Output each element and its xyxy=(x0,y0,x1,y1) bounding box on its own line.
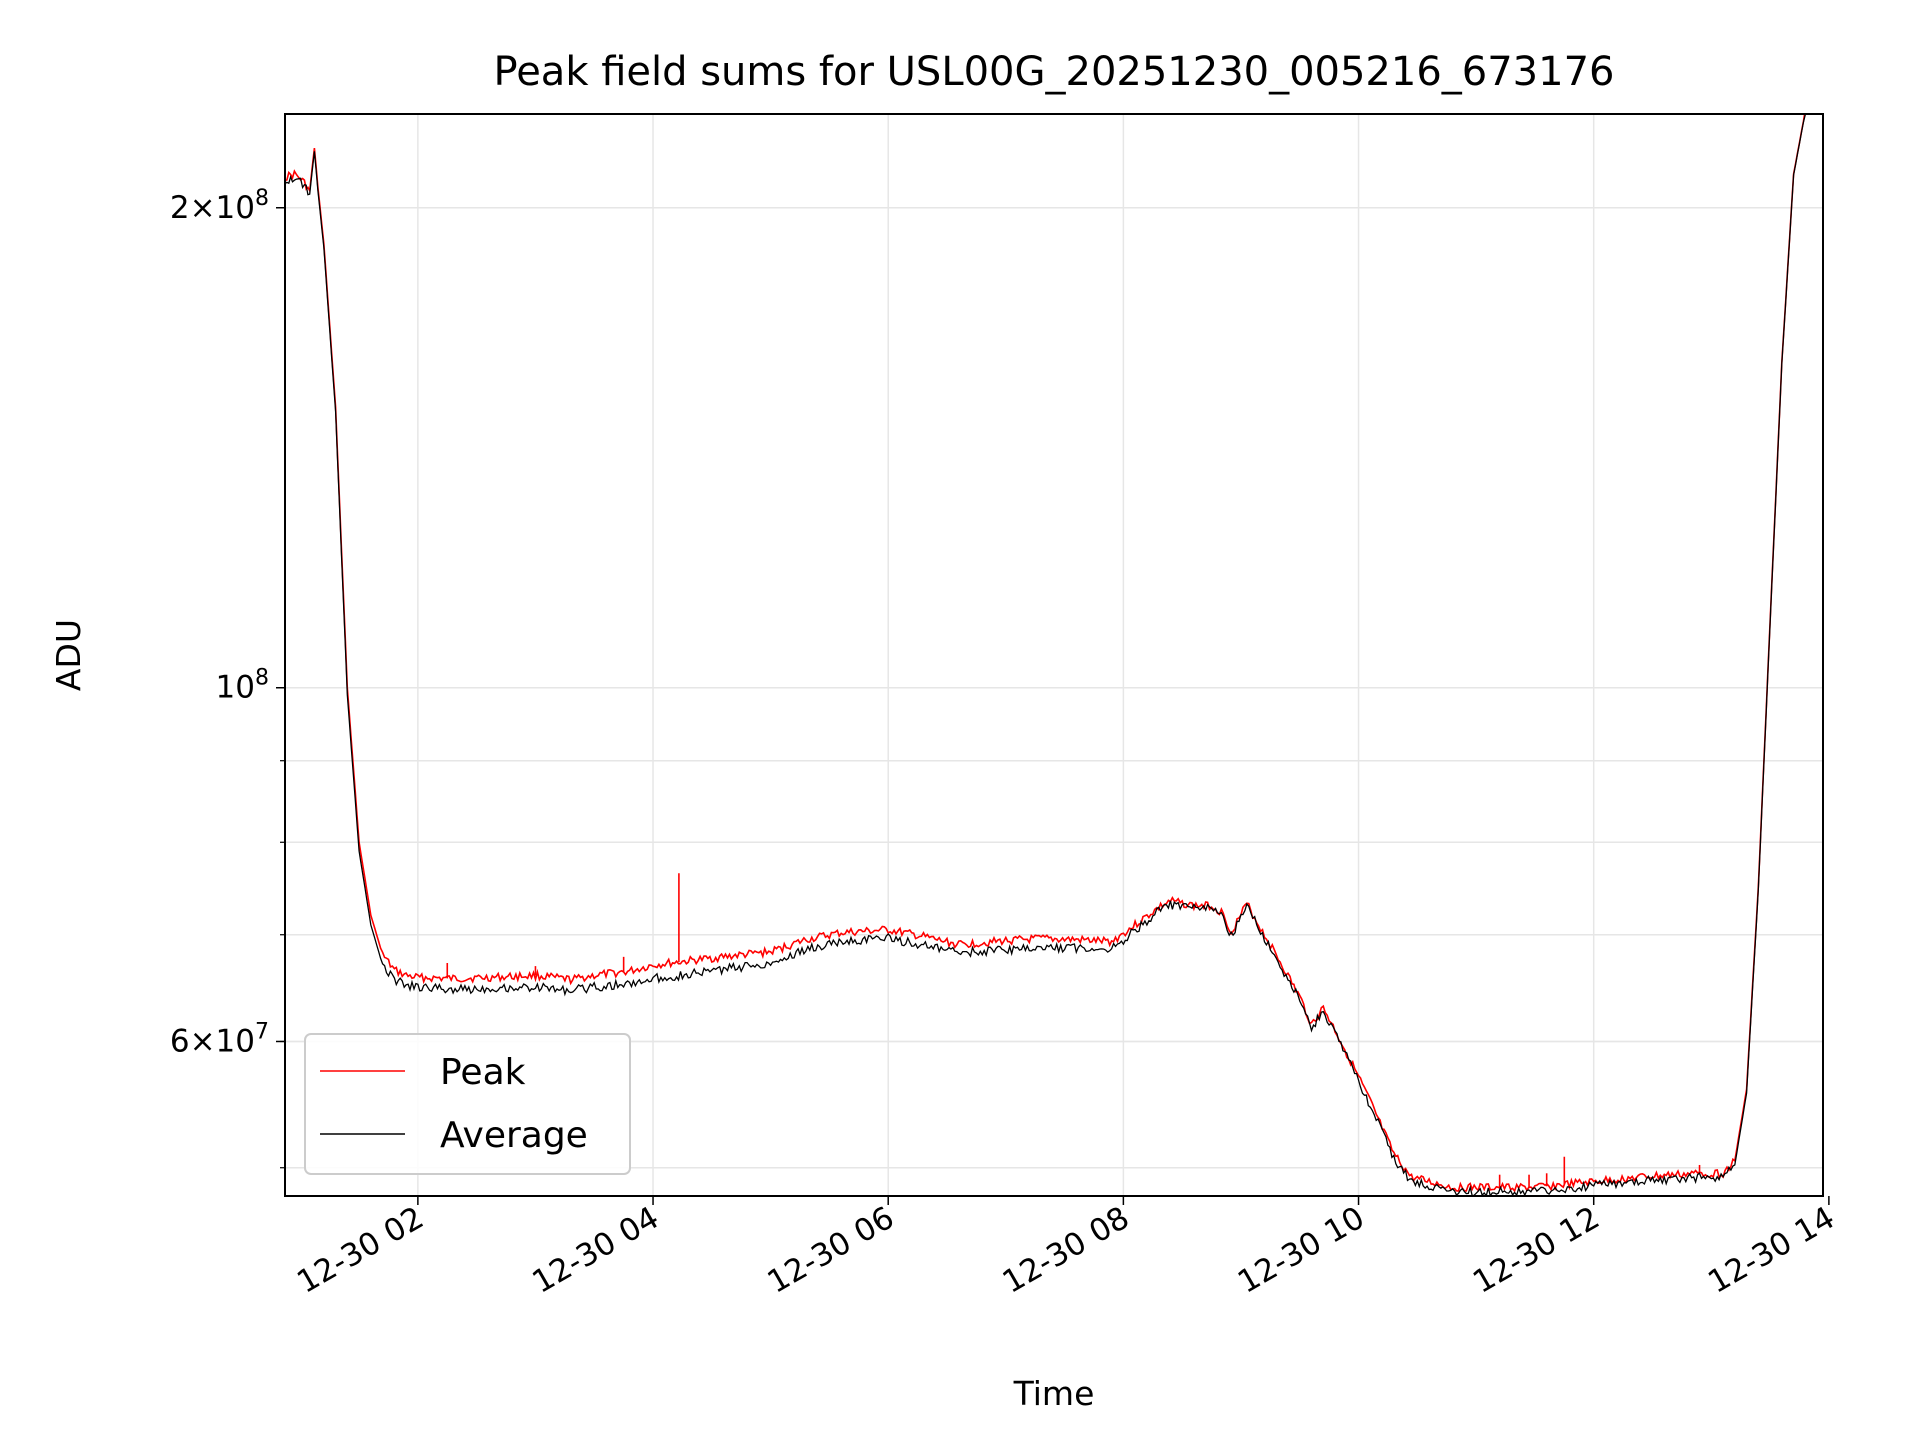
y-tick-mantissa: 6 xyxy=(170,1023,190,1059)
legend: Peak Average xyxy=(304,1033,631,1175)
series-line-average xyxy=(285,114,1807,1196)
y-tick-exponent: 8 xyxy=(255,186,269,211)
plot-frame xyxy=(284,113,1824,1197)
y-tick-base: ×10 xyxy=(190,1023,255,1059)
y-tick-exponent: 7 xyxy=(255,1019,269,1044)
y-tick-base: 10 xyxy=(216,670,255,706)
y-axis-label: ADU xyxy=(49,619,88,691)
legend-label-peak: Peak xyxy=(440,1052,526,1093)
series-layer xyxy=(285,114,1807,1196)
y-tick-label: 6×107 xyxy=(170,1019,269,1059)
grid xyxy=(285,114,1823,1196)
y-tick-exponent: 8 xyxy=(255,666,269,691)
y-tick-base: ×10 xyxy=(190,190,255,226)
y-tick-label: 2×108 xyxy=(170,186,269,226)
legend-box xyxy=(304,1033,631,1175)
x-axis-label: Time xyxy=(1013,1374,1095,1413)
y-tick-mantissa: 2 xyxy=(170,190,190,226)
chart-title: Peak field sums for USL00G_20251230_0052… xyxy=(494,49,1615,95)
legend-label-average: Average xyxy=(440,1115,588,1156)
y-tick-label: 108 xyxy=(216,666,269,706)
